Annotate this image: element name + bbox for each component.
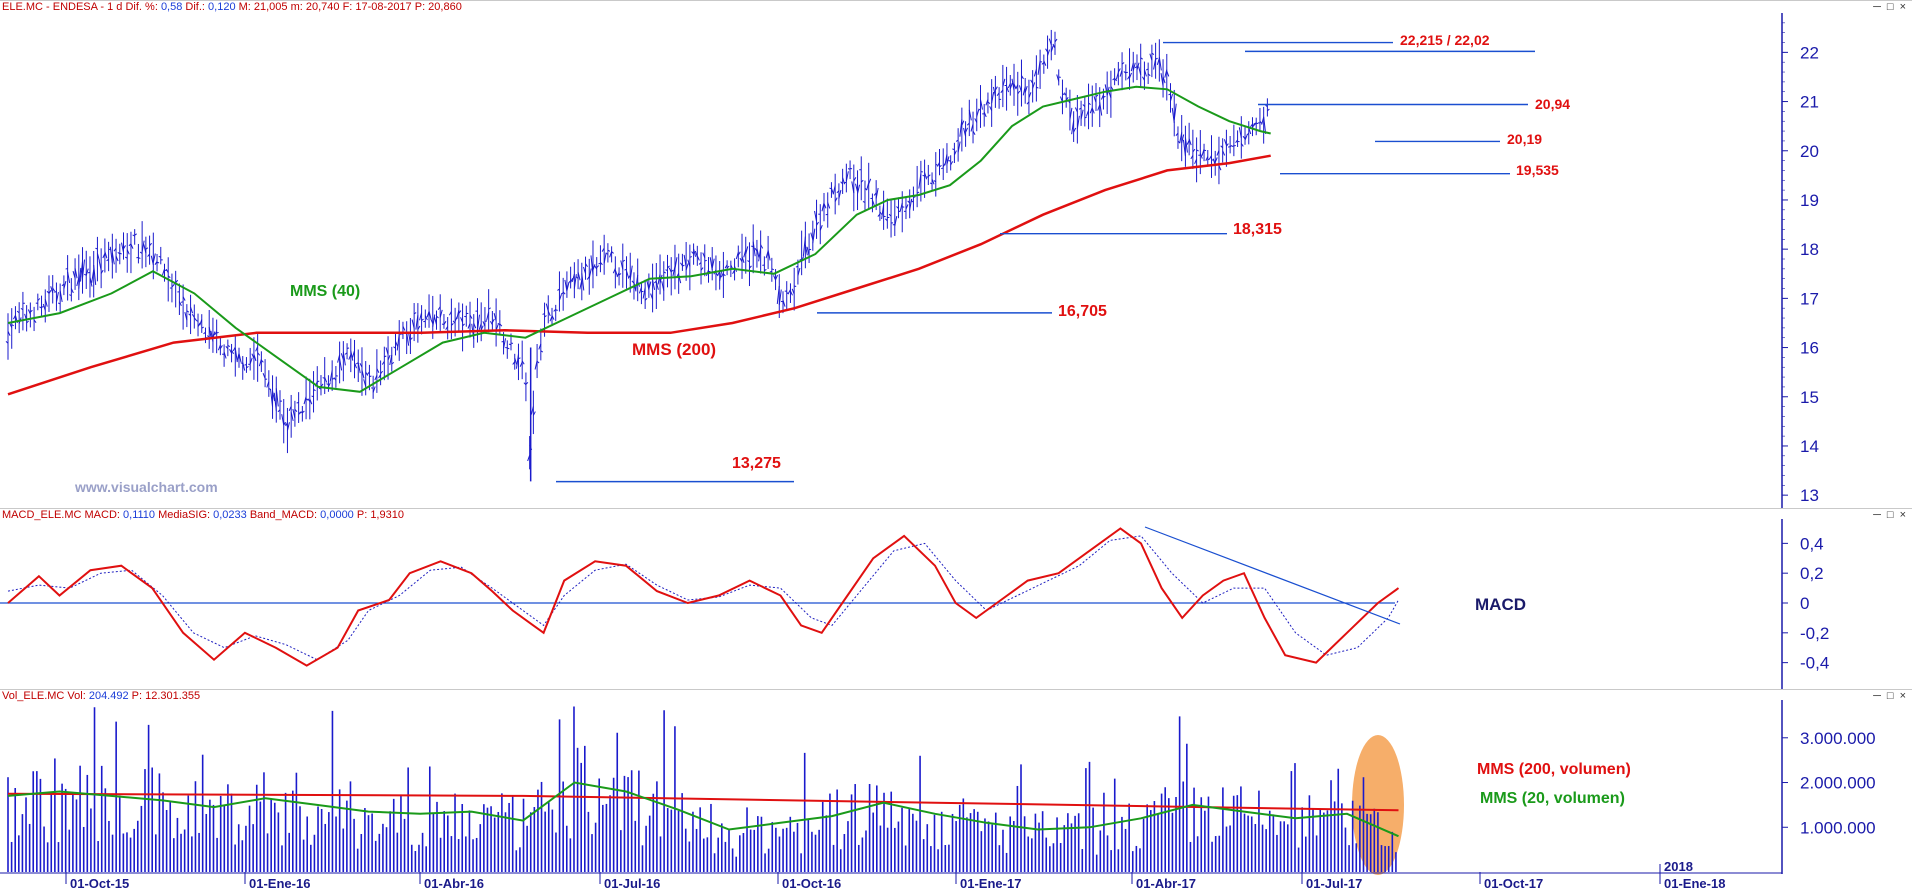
level-2094-label: 20,94	[1535, 96, 1570, 112]
macd-y-tick-label: -0,4	[1800, 654, 1829, 673]
date-tick-label: 01-Ene-17	[960, 876, 1021, 891]
date-tick-label-year: 2018	[1664, 859, 1693, 874]
level-22215-label: 22,215 / 22,02	[1400, 32, 1490, 48]
price-bar-open	[1232, 146, 1234, 147]
mms200v-line	[8, 794, 1399, 811]
price-y-tick-label: 17	[1800, 289, 1819, 308]
date-tick-label: 01-Oct-17	[1484, 876, 1543, 891]
price-bar-open	[923, 175, 925, 176]
date-tick-label: 01-Abr-16	[424, 876, 484, 891]
watermark: www.visualchart.com	[75, 479, 218, 495]
level-2019-label: 20,19	[1507, 131, 1542, 147]
mms20v-label: MMS (20, volumen)	[1480, 790, 1625, 808]
price-bar-close	[794, 286, 796, 287]
price-chart[interactable]: 13 14 15 16 17 18 19 20 21 22	[0, 1, 1912, 509]
mms200-label: MMS (200)	[632, 340, 716, 360]
price-y-tick-label: 21	[1800, 93, 1819, 112]
price-panel: ELE.MC - ENDESA - 1 d Dif. %: 0,58 Dif.:…	[0, 0, 1912, 509]
price-y-tick-label: 13	[1800, 486, 1819, 505]
date-tick-label: 01-Oct-15	[70, 876, 129, 891]
price-y-tick-label: 16	[1800, 339, 1819, 358]
mms20v-line	[8, 783, 1399, 837]
price-bar-close	[369, 376, 371, 377]
price-bar-close	[217, 332, 219, 333]
price-bar-open	[848, 169, 850, 170]
price-bar-open	[244, 364, 246, 365]
price-bar-open	[796, 266, 798, 267]
level-18315-label: 18,315	[1233, 221, 1282, 239]
price-y-tick-label: 14	[1800, 437, 1819, 456]
date-tick-label: 01-Jul-16	[604, 876, 660, 891]
macd-panel: MACD_ELE.MC MACD: 0,1110 MediaSIG: 0,023…	[0, 508, 1912, 690]
date-tick-label: 01-Ene-16	[249, 876, 310, 891]
price-bar-close	[138, 258, 140, 259]
price-bar-close	[157, 262, 159, 263]
volume-chart[interactable]: 3.000.000 2.000.000 1.000.000 01-Oct-15 01-E…	[0, 690, 1912, 893]
price-bar-open	[181, 302, 183, 303]
price-y-tick-label: 15	[1800, 388, 1819, 407]
price-bar-open	[509, 344, 511, 345]
price-bar-open	[770, 271, 772, 272]
level-13275-label: 13,275	[732, 455, 781, 473]
macd-y-tick-label: 0,4	[1800, 534, 1824, 553]
price-bar-close	[690, 257, 692, 258]
vol-y-tick-label: 2.000.000	[1800, 774, 1876, 793]
date-tick-label: 01-Oct-16	[782, 876, 841, 891]
date-tick-label: 01-Abr-17	[1136, 876, 1196, 891]
price-bar-open	[941, 168, 943, 169]
level-19535-label: 19,535	[1516, 162, 1559, 178]
price-y-tick-label: 19	[1800, 191, 1819, 210]
price-y-tick-label: 20	[1800, 142, 1819, 161]
vol-y-tick-label: 3.000.000	[1800, 729, 1876, 748]
mms200v-label: MMS (200, volumen)	[1477, 761, 1631, 779]
price-y-tick-label: 18	[1800, 240, 1819, 259]
price-bar-close	[120, 253, 122, 254]
macd-chart[interactable]: 0,4 0,2 0 -0,2 -0,4	[0, 509, 1912, 690]
price-y-tick-label: 22	[1800, 43, 1819, 62]
price-bar-open	[297, 402, 299, 403]
macd-line	[8, 529, 1399, 666]
macd-y-tick-label: 0	[1800, 594, 1809, 613]
macd-trendline	[1145, 527, 1400, 624]
price-bar-close	[705, 260, 707, 261]
macd-y-tick-label: 0,2	[1800, 564, 1824, 583]
level-16705-label: 16,705	[1058, 303, 1107, 321]
date-tick-label: 01-Jul-17	[1306, 876, 1362, 891]
date-tick-label: 01-Ene-18	[1664, 876, 1725, 891]
price-bar-close	[902, 207, 904, 208]
macd-label: MACD	[1475, 595, 1526, 615]
price-bar-open	[66, 269, 68, 270]
macd-y-tick-label: -0,2	[1800, 624, 1829, 643]
volume-panel: Vol_ELE.MC Vol: 204.492 P: 12.301.355 ─□…	[0, 689, 1912, 893]
price-bar-close	[556, 310, 558, 311]
vol-y-tick-label: 1.000.000	[1800, 818, 1876, 837]
macd-signal-line	[8, 536, 1399, 660]
price-bar-close	[42, 307, 44, 308]
mms40-label: MMS (40)	[290, 283, 360, 301]
